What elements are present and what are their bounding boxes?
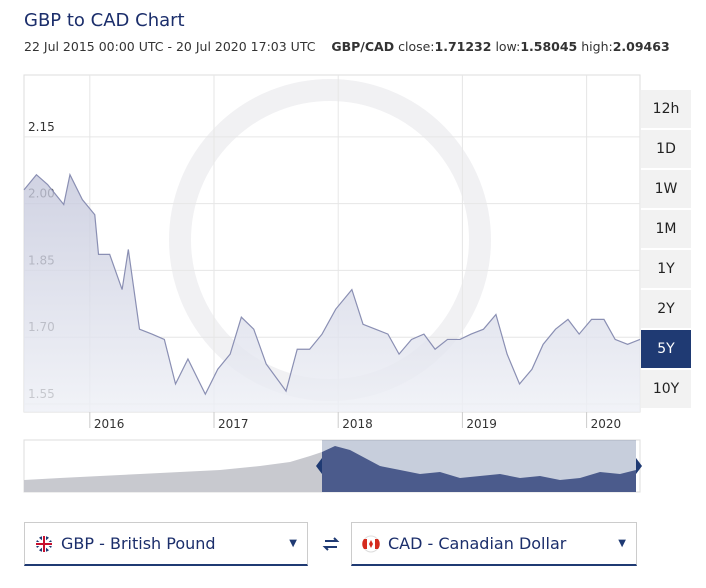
x-tick-label: 2016 — [94, 417, 125, 431]
x-tick-label: 2017 — [218, 417, 249, 431]
y-tick-label: 2.15 — [28, 120, 55, 134]
range-button[interactable]: 1W — [641, 170, 691, 208]
stat-value: 1.71232 — [434, 39, 492, 54]
subtitle-row: 22 Jul 2015 00:00 UTC - 20 Jul 2020 17:0… — [24, 39, 670, 54]
to-label: CAD - Canadian Dollar — [388, 534, 567, 553]
stat-value: 1.58045 — [520, 39, 578, 54]
subtitle: 22 Jul 2015 00:00 UTC - 20 Jul 2020 17:0… — [24, 39, 316, 54]
stat-label: low: — [495, 39, 521, 54]
swap-icon[interactable] — [322, 535, 340, 553]
line — [23, 172, 641, 396]
x-tick-label: 2019 — [466, 417, 497, 431]
flag-ca — [362, 535, 380, 553]
navigator-selection — [322, 446, 636, 492]
dropdown-arrow: ▼ — [289, 538, 297, 549]
from-select[interactable]: GBP - British Pound ▼ — [24, 522, 308, 566]
navigator-area — [24, 452, 322, 492]
navigator-window[interactable] — [322, 440, 636, 492]
x-tick-label: 2020 — [591, 417, 622, 431]
range-button[interactable]: 1M — [641, 210, 691, 248]
range-button[interactable]: 12h — [641, 90, 691, 128]
dropdown-arrow: ▼ — [618, 538, 626, 549]
chart-title: GBP to CAD Chart — [24, 10, 185, 31]
range-button[interactable]: 2Y — [641, 290, 691, 328]
stat-value: 2.09463 — [612, 39, 670, 54]
to-select[interactable]: CAD - Canadian Dollar ▼ — [351, 522, 637, 566]
range-button[interactable]: 10Y — [641, 370, 691, 408]
pair: GBP/CAD — [331, 39, 395, 54]
flag-gb — [36, 536, 52, 552]
range-buttons: 12h 1D 1W 1M 1Y 2Y 5Y 10Y — [641, 90, 691, 410]
from-label: GBP - British Pound — [61, 534, 216, 553]
range-button[interactable]: 1Y — [641, 250, 691, 288]
range-button[interactable]: 1D — [641, 130, 691, 168]
range-button[interactable]: 5Y — [641, 330, 691, 368]
area — [24, 174, 640, 412]
stat-label: close: — [398, 39, 435, 54]
stat-label: high: — [581, 39, 613, 54]
x-tick-label: 2018 — [342, 417, 373, 431]
